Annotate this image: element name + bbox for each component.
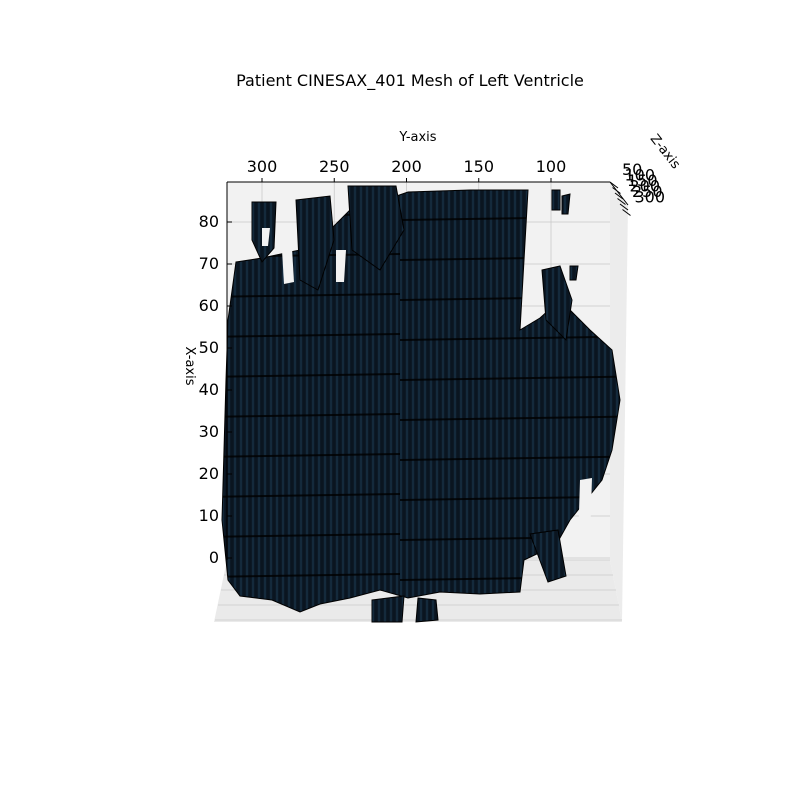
z-tick-mark <box>622 209 631 216</box>
x-axis-label: X-axis <box>182 347 197 386</box>
z-tick-label: 300 <box>635 188 666 207</box>
z-tick-mark <box>617 198 626 205</box>
x-tick-label: 80 <box>199 212 219 231</box>
x-tick-label: 0 <box>209 548 219 567</box>
mesh-hole-3 <box>578 478 592 544</box>
x-tick-label: 60 <box>199 296 219 315</box>
mesh-lower-right-fragment <box>529 529 567 583</box>
x-tick-label: 50 <box>199 338 219 357</box>
z-tick-label: 200 <box>630 177 661 196</box>
y-axis-label: Y-axis <box>398 130 436 145</box>
y-tick-label: 250 <box>319 157 350 176</box>
axes <box>226 181 629 560</box>
x-tick-label: 70 <box>199 254 219 273</box>
z-tick-mark <box>614 192 624 200</box>
y-axis-ticks: 300 250 200 150 100 <box>247 157 567 182</box>
y-tick-label: 200 <box>391 157 422 176</box>
mesh-far-right-fragment <box>569 265 579 281</box>
mesh-main-body <box>221 189 621 613</box>
mesh-lower-fragment-2 <box>415 597 439 623</box>
y-tick-label: 300 <box>247 157 278 176</box>
ventricle-mesh <box>221 185 621 623</box>
mesh-upper-center-lobe <box>347 185 405 271</box>
mesh-hole-4 <box>262 228 270 246</box>
z-tick-mark <box>609 181 619 189</box>
z-axis-line <box>609 181 629 206</box>
mesh-top-right-fragment <box>551 189 561 211</box>
mesh-hole-2 <box>336 250 346 282</box>
mesh-top-right-fragment-2 <box>561 193 571 215</box>
z-tick-mark <box>612 187 621 194</box>
y-tick-label: 100 <box>536 157 567 176</box>
z-tick-mark <box>619 203 629 211</box>
chart-title: Patient CINESAX_401 Mesh of Left Ventric… <box>236 71 584 90</box>
mesh-lower-fragment-1 <box>371 595 405 623</box>
mesh-right-lobe <box>541 265 573 342</box>
z-tick-label: 150 <box>627 171 658 190</box>
z-tick-label: 100 <box>625 166 656 185</box>
y-tick-label: 150 <box>463 157 494 176</box>
x-tick-label: 30 <box>199 422 219 441</box>
mesh-upper-mid-lobe <box>295 195 335 291</box>
z-tick-label: 250 <box>632 182 663 201</box>
x-tick-label: 40 <box>199 380 219 399</box>
x-tick-label: 10 <box>199 506 219 525</box>
x-tick-label: 20 <box>199 464 219 483</box>
mesh-hole-1 <box>282 248 294 284</box>
x-axis-ticks: 0 10 20 30 40 50 60 70 80 <box>199 212 232 567</box>
z-tick-label: 50 <box>622 160 642 179</box>
